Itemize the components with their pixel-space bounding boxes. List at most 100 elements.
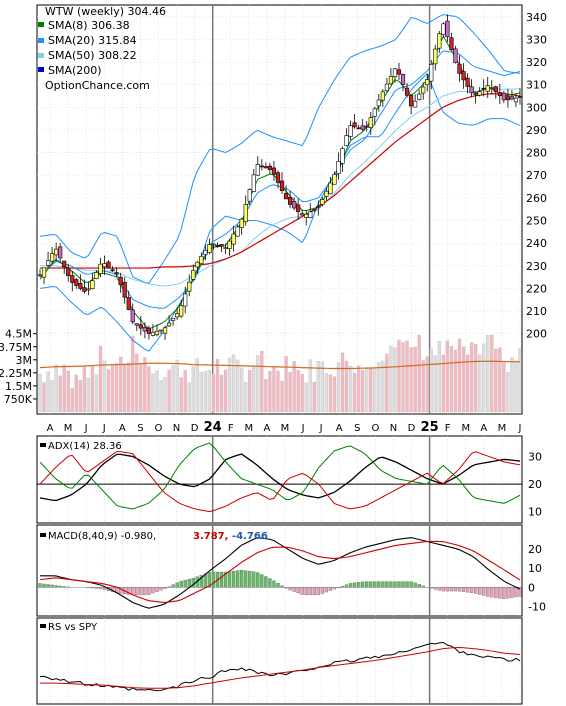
candle-body [360, 125, 365, 130]
candle-body [50, 253, 55, 262]
candle-body [497, 92, 502, 97]
volume-bar [98, 345, 103, 413]
candle-body [271, 167, 277, 175]
macd-tick-label: 20 [528, 543, 542, 556]
macd-histogram-bar [316, 587, 320, 596]
volume-bar [90, 365, 95, 413]
volume-tick-label: 1.5M [5, 380, 32, 393]
candle-body [388, 76, 394, 85]
candle-body [74, 279, 79, 286]
macd-histogram-bar [175, 582, 179, 588]
adx-line [39, 453, 521, 502]
macd-histogram-bar [449, 587, 454, 592]
candle-body [408, 95, 414, 107]
volume-bar [175, 359, 179, 413]
sma200-line [40, 93, 521, 269]
candle-body [368, 117, 373, 128]
volume-bar [352, 372, 357, 413]
x-tick-label: M [64, 423, 73, 434]
macd-signal-label: 3.787, [193, 531, 228, 542]
volume-bar [340, 352, 345, 413]
macd-histogram-bar [389, 581, 393, 588]
candle-body [445, 20, 450, 38]
volume-bar [361, 370, 365, 413]
candle-body [308, 211, 313, 218]
macd-histogram-bar [510, 587, 514, 598]
macd-histogram-bar [433, 587, 437, 590]
volume-bar [453, 349, 458, 413]
candle-body [287, 196, 293, 205]
macd-histogram-bar [260, 574, 264, 588]
macd-histogram-bar [227, 571, 232, 588]
macd-histogram-bar [465, 587, 470, 593]
candle-body [98, 263, 103, 274]
volume-bar [276, 370, 280, 413]
macd-histogram-bar [397, 581, 401, 588]
volume-bar [235, 359, 240, 413]
adx-title: ADX(14) 28.36 [48, 441, 122, 452]
volume-bar [179, 377, 183, 413]
x-tick-label: D [408, 423, 416, 434]
volume-bar [114, 363, 119, 413]
macd-histogram-bar [292, 587, 296, 592]
x-tick-label: A [264, 423, 271, 434]
macd-histogram-bar [280, 585, 284, 588]
volume-bar [465, 354, 470, 413]
macd-panel-frame [36, 524, 523, 617]
volume-bar [413, 346, 417, 413]
volume-bar [494, 348, 498, 413]
macd-histogram-bar [38, 583, 42, 588]
candle-body [66, 267, 71, 276]
candle-body [251, 174, 256, 192]
candle-body [392, 68, 398, 77]
volume-bar [66, 370, 70, 413]
volume-bar [215, 359, 220, 413]
candle-body [372, 108, 377, 117]
price-tick-label: 310 [526, 79, 547, 92]
legend-sma8: SMA(8) 306.38 [48, 19, 130, 32]
macd-histogram-bar [119, 587, 123, 594]
volume-bar [457, 338, 462, 413]
candle-body [130, 309, 135, 323]
candle-body [162, 327, 168, 334]
candle-body [501, 92, 506, 101]
macd-histogram-bar [264, 576, 268, 588]
candle-body [187, 281, 192, 292]
x-tick-label: N [173, 423, 180, 434]
volume-bar [143, 357, 147, 413]
candle-body [485, 85, 490, 92]
candle-body [283, 193, 289, 200]
candle-body [279, 180, 285, 191]
x-tick-label: J [84, 423, 88, 434]
macd-histogram-bar [357, 582, 361, 588]
x-tick-label: M [281, 423, 290, 434]
macd-histogram-bar [143, 587, 147, 596]
candle-body [231, 233, 236, 245]
price-tick-label: 320 [526, 56, 547, 69]
candle-body [344, 135, 349, 146]
candle-body [70, 275, 75, 283]
candle-body [110, 269, 115, 271]
volume-bar [54, 364, 58, 413]
candle-body [352, 122, 357, 128]
macd-histogram-bar [340, 585, 345, 588]
candle-body [171, 318, 176, 321]
volume-bar [183, 369, 187, 413]
macd-histogram-bar [413, 582, 417, 588]
volume-bar [187, 382, 191, 413]
rs_ma-line [40, 646, 521, 689]
candle-body [90, 280, 95, 289]
x-tick-label: D [191, 423, 199, 434]
candle-body [348, 125, 353, 137]
candle-body [320, 199, 325, 205]
candle-body [404, 87, 410, 96]
rs-line [39, 641, 521, 692]
volume-bar [284, 356, 288, 413]
candle-body [199, 255, 204, 264]
x-tick-label: J [301, 423, 305, 434]
price-tick-label: 290 [526, 124, 547, 137]
macd-histogram-bar [498, 587, 502, 599]
candle-body [219, 244, 224, 247]
macd-histogram-bar [90, 587, 95, 589]
volume-bar [445, 340, 450, 413]
